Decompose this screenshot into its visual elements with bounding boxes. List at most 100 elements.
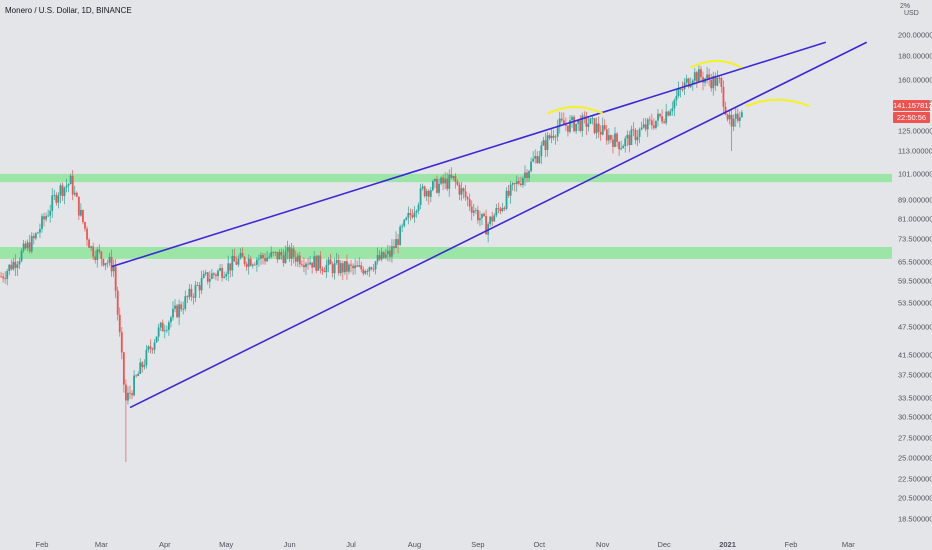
candle-body-82 (167, 322, 170, 330)
candle-body-133 (272, 252, 275, 253)
countdown-badge: 22:50:56 (893, 112, 930, 123)
candle-body-297 (607, 135, 610, 141)
annotation-arc-0 (547, 105, 604, 115)
candle-body-345 (706, 74, 708, 79)
price-tick-label: 65.500000 (898, 257, 932, 267)
candle-body-193 (395, 239, 397, 249)
candle-body-57 (116, 290, 119, 315)
candle-body-291 (595, 123, 598, 134)
candle-body-205 (419, 188, 422, 205)
candle-body-240 (491, 216, 494, 222)
candle-body-139 (284, 251, 287, 264)
candle-body-317 (648, 119, 651, 121)
candle-body-267 (546, 135, 549, 150)
price-tick-label: 30.500000 (898, 412, 932, 422)
candle-body-183 (374, 261, 377, 270)
candle-body-186 (380, 251, 383, 260)
candle-body-114 (233, 255, 236, 262)
date-tick-label: Mar (94, 540, 108, 549)
date-tick-label: Mar (841, 540, 855, 549)
candle-body-63 (129, 392, 131, 394)
candle-body-64 (131, 393, 133, 396)
candle-body-126 (258, 258, 260, 260)
price-chart[interactable] (0, 0, 892, 550)
candle-body-99 (202, 273, 205, 279)
price-tick-label: 81.000000 (898, 214, 932, 224)
candle-body-284 (581, 115, 584, 131)
support-zone-0 (0, 173, 892, 183)
price-axis[interactable]: 2% USD (892, 0, 932, 550)
candle-body-214 (438, 183, 440, 193)
candle-body-352 (720, 78, 723, 87)
candle-body-216 (442, 177, 445, 184)
candle-body-225 (460, 188, 463, 195)
candle-body-215 (440, 177, 442, 184)
candle-body-319 (652, 125, 655, 128)
candle-body-78 (159, 322, 162, 328)
candle-body-304 (622, 145, 625, 149)
candle-body-94 (192, 296, 195, 298)
candle-body-279 (571, 116, 573, 121)
candle-body-275 (562, 120, 565, 125)
candle-body-158 (323, 271, 326, 273)
candle-body-303 (620, 148, 623, 150)
candle-body-199 (407, 212, 410, 218)
candle-body-353 (722, 86, 725, 107)
candle-body-249 (509, 184, 512, 196)
candle-body-282 (577, 120, 580, 124)
candle-body-150 (307, 263, 309, 265)
candle-body-172 (352, 265, 354, 269)
candle-body-38 (77, 196, 80, 216)
date-tick-label: Jul (346, 540, 356, 549)
candle-body-53 (108, 256, 111, 263)
candle-body-263 (538, 156, 541, 164)
candle-body-40 (82, 209, 84, 223)
candle-body-34 (69, 175, 72, 185)
candle-body-145 (296, 255, 299, 262)
trendlines (111, 41, 868, 409)
candle-body-280 (573, 116, 575, 132)
candle-body-327 (669, 111, 672, 116)
candle-body-17 (34, 233, 37, 239)
candle-body-217 (444, 178, 447, 184)
price-tick-label: 18.500000 (898, 514, 932, 524)
candle-body-226 (462, 188, 465, 192)
candle-body-93 (190, 288, 193, 297)
candle-body-88 (180, 304, 183, 310)
candle-body-103 (210, 273, 213, 279)
candle-body-229 (468, 199, 471, 207)
candle-body-141 (288, 247, 291, 259)
price-tick-label: 53.500000 (898, 298, 932, 308)
candle-body-109 (223, 276, 226, 278)
candle-body-92 (188, 288, 191, 298)
candle-body-113 (231, 255, 234, 271)
candle-body-201 (411, 215, 414, 218)
date-tick-label: Nov (596, 540, 610, 549)
candle-body-140 (286, 247, 289, 252)
candle-body-296 (605, 129, 608, 141)
candle-body-157 (321, 268, 324, 272)
candle-body-270 (552, 135, 555, 138)
candle-body-318 (650, 120, 653, 126)
candle-body-265 (542, 140, 545, 146)
candle-body-80 (163, 330, 166, 332)
candle-body-160 (327, 259, 330, 265)
candle-body-90 (184, 296, 187, 309)
candle-body-306 (626, 134, 629, 139)
candle-body-286 (585, 116, 588, 127)
candle-body-137 (280, 251, 283, 256)
candle-body-234 (479, 218, 481, 221)
candle-body-89 (182, 308, 185, 310)
candle-body-0 (0, 276, 2, 278)
candle-body-254 (519, 183, 522, 185)
candle-body-152 (311, 262, 314, 268)
candle-body-351 (718, 77, 721, 79)
support-zone-1 (0, 246, 892, 259)
date-tick-label: Dec (657, 540, 671, 549)
candle-body-264 (540, 145, 543, 157)
candle-body-98 (200, 278, 203, 291)
candle-body-79 (161, 322, 164, 332)
candle-body-223 (456, 181, 459, 185)
candle-body-277 (567, 125, 569, 132)
candle-body-208 (425, 190, 428, 197)
